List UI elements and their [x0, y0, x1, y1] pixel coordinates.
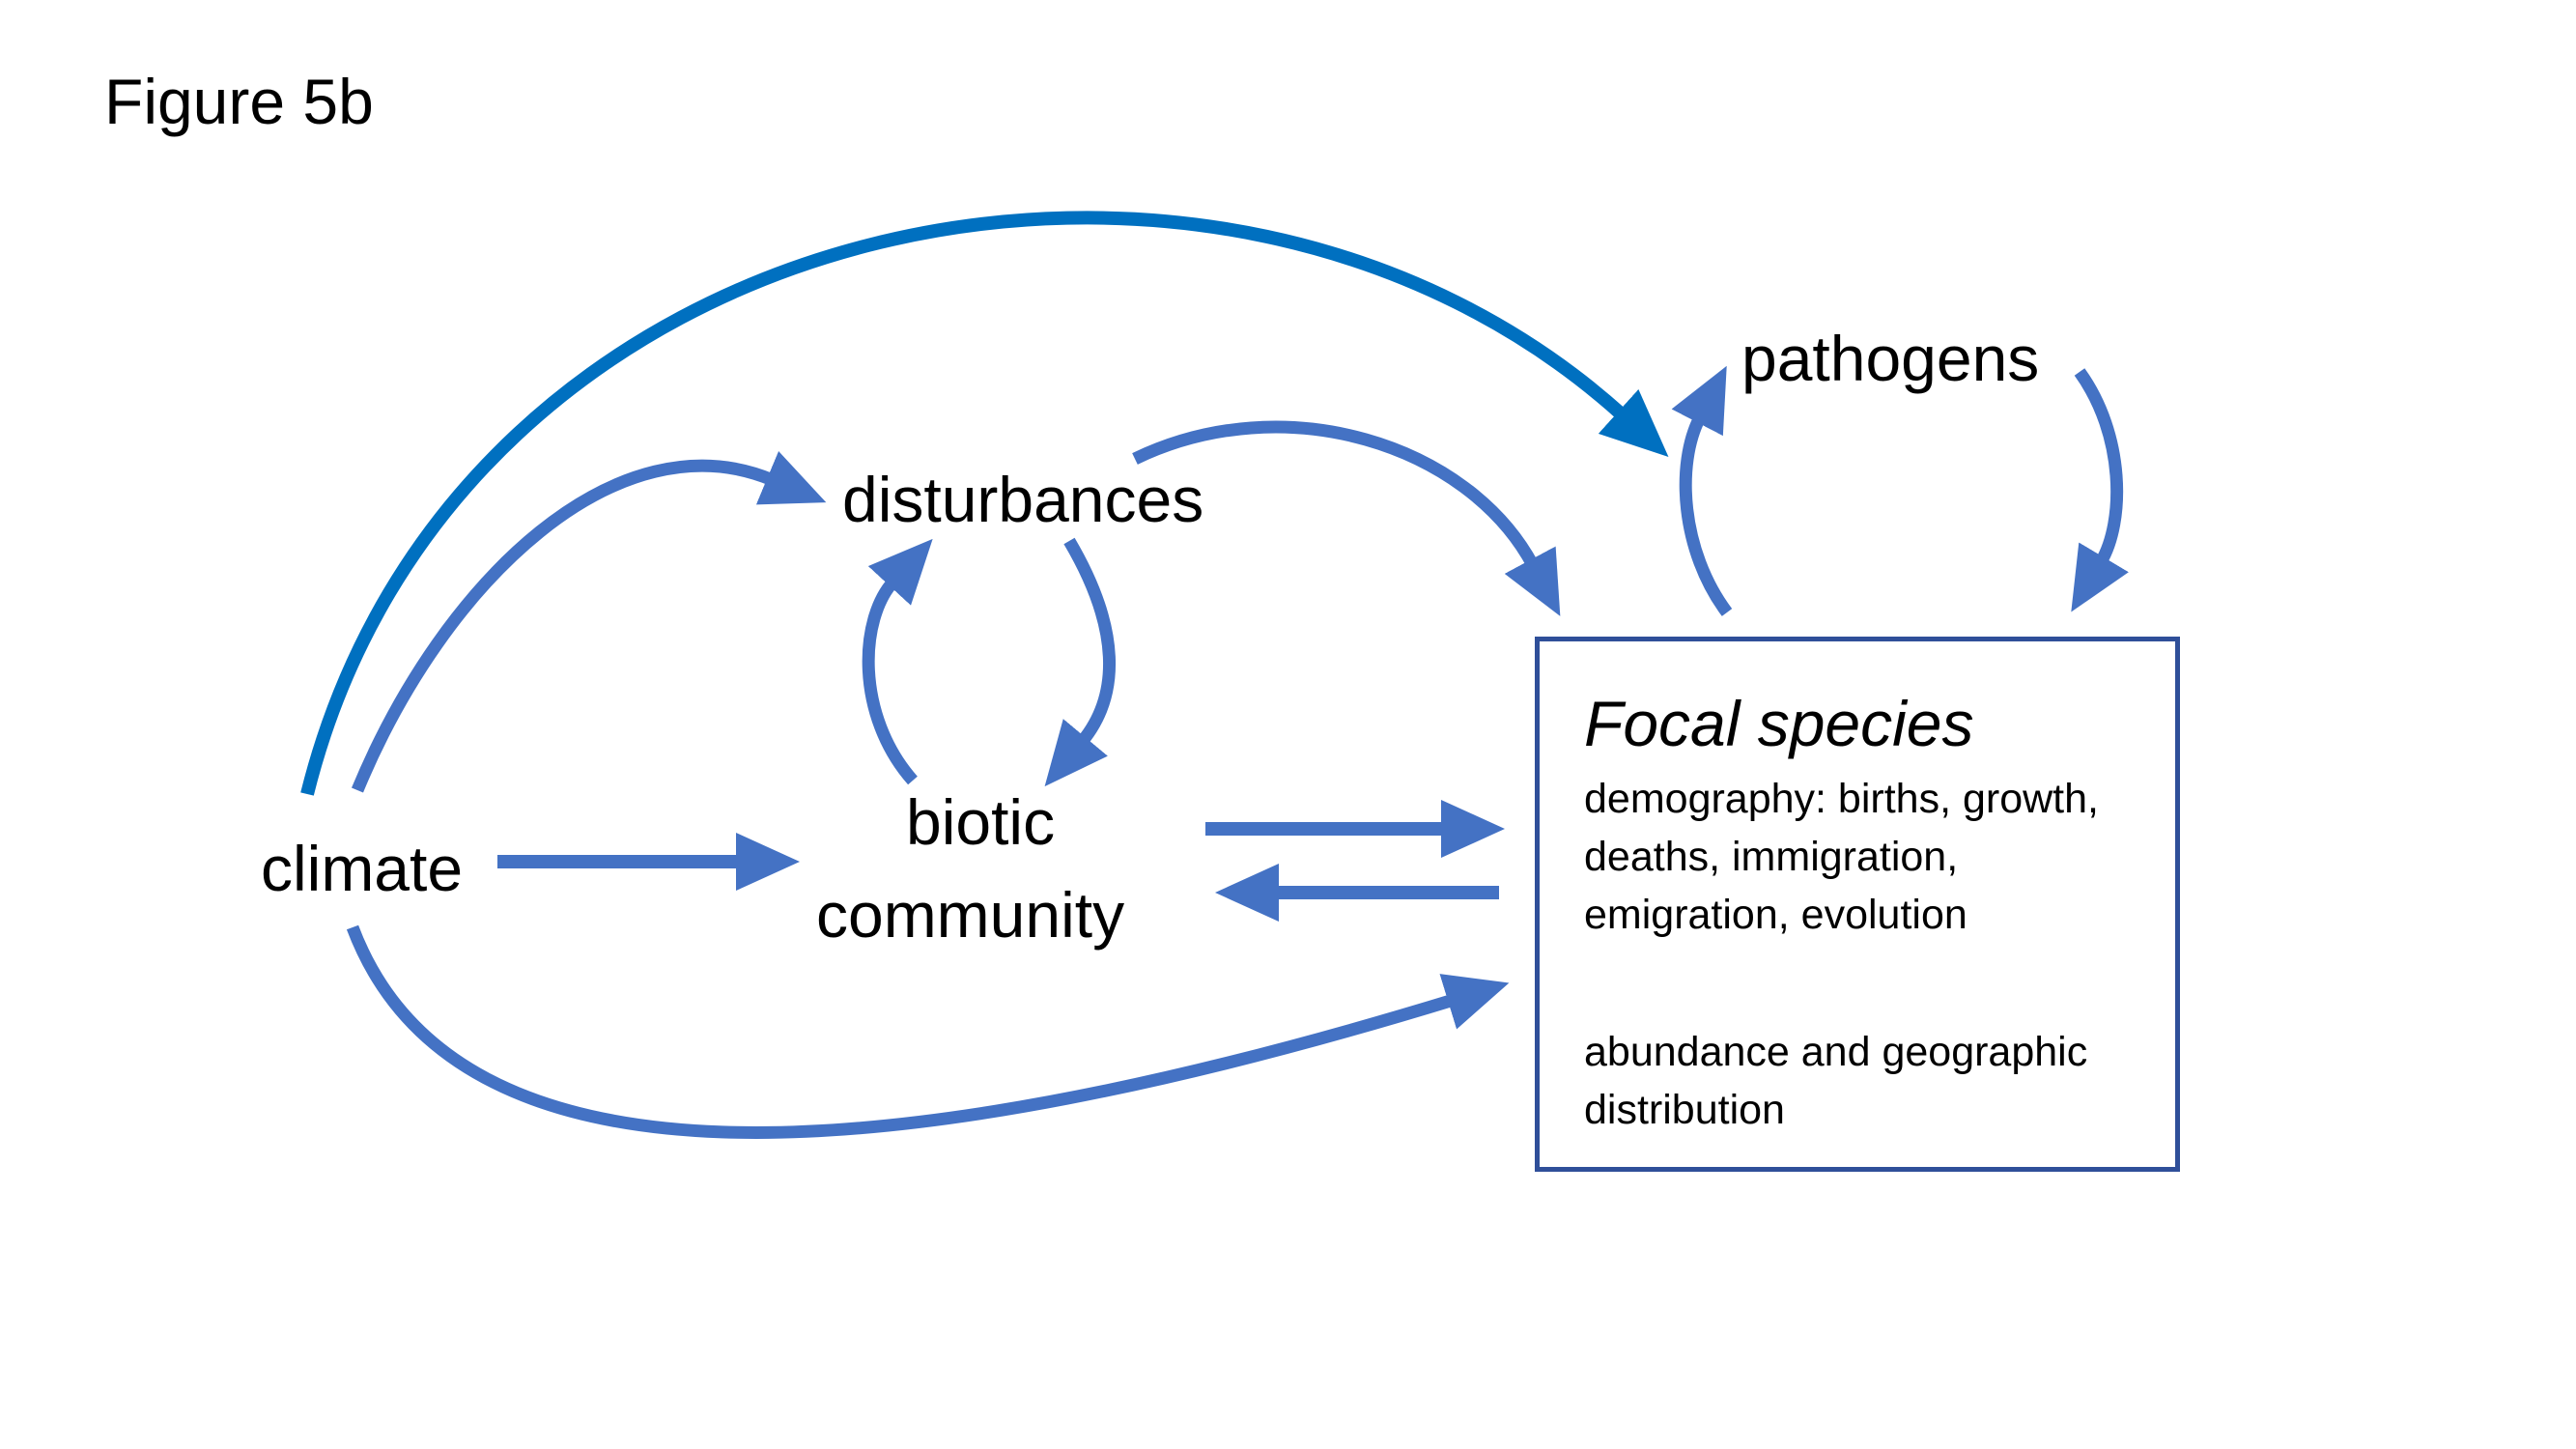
focal-species-title: Focal species — [1584, 688, 1974, 759]
arrow-disturbances-to-focal — [1132, 420, 1561, 616]
node-climate: climate — [261, 833, 464, 904]
outcome-line: abundance and geographic — [1584, 1029, 2088, 1075]
arrow-pathogens-to-focal — [2071, 368, 2129, 612]
arrow-disturbances-to-biotic — [1044, 537, 1116, 787]
arrow-climate-to-focal — [346, 924, 1510, 1139]
outcome-line: distribution — [1584, 1087, 1785, 1133]
arrow-climate-to-pathogens — [300, 211, 1669, 796]
figure-label: Figure 5b — [104, 66, 374, 137]
focal-species-box — [1535, 637, 2180, 1172]
arrow-focal-to-pathogens — [1671, 365, 1733, 616]
node-biotic-community-line2: community — [816, 879, 1125, 951]
node-pathogens: pathogens — [1741, 323, 2040, 394]
node-biotic-community-line1: biotic — [906, 786, 1056, 858]
demography-line: deaths, immigration, — [1584, 834, 1959, 880]
arrow-biotic-to-disturbances — [862, 538, 933, 785]
demography-line: emigration, evolution — [1584, 892, 1967, 938]
arrow-climate-to-disturbances — [351, 451, 827, 793]
demography-line: demography: births, growth, — [1584, 776, 2099, 822]
node-disturbances: disturbances — [842, 464, 1204, 535]
